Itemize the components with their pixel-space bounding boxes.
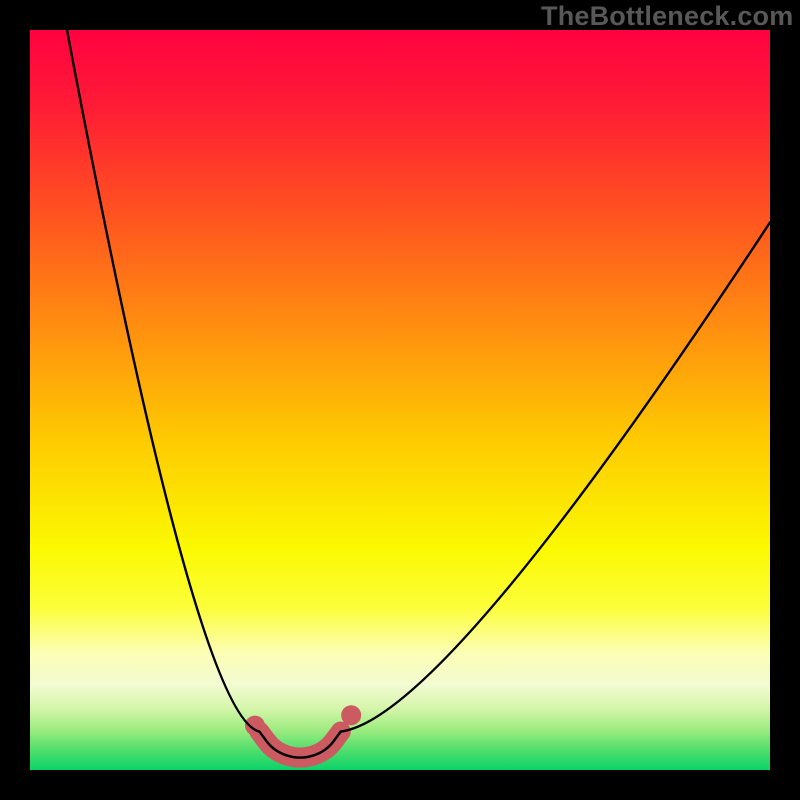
- watermark-text: TheBottleneck.com: [541, 1, 793, 32]
- gradient-background: [30, 30, 770, 770]
- valley-end-dot: [341, 705, 361, 725]
- bottleneck-chart: [0, 0, 800, 800]
